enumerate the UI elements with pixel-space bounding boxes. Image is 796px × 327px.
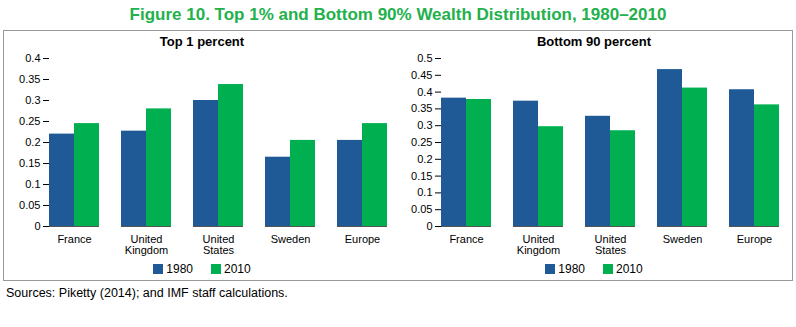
svg-text:UnitedStates: UnitedStates (595, 233, 627, 256)
svg-text:UnitedKingdom: UnitedKingdom (517, 233, 560, 256)
html-text:1980: 1980 (166, 262, 193, 276)
svg-text:Sweden: Sweden (663, 233, 703, 245)
svg-text:0.2: 0.2 (417, 153, 432, 165)
svg-text:0.35: 0.35 (411, 102, 432, 114)
html-text:1980: 1980 (558, 262, 585, 276)
html-text:2010: 2010 (616, 262, 643, 276)
svg-text:0.25: 0.25 (19, 115, 40, 127)
svg-text:0.4: 0.4 (25, 52, 40, 64)
svg-text:UnitedStates: UnitedStates (203, 233, 235, 256)
svg-text:0.5: 0.5 (417, 52, 432, 64)
svg-text:Europe: Europe (345, 233, 380, 245)
svg-text:UnitedKingdom: UnitedKingdom (125, 233, 168, 256)
svg-text:0.1: 0.1 (417, 186, 432, 198)
svg-text:0.35: 0.35 (19, 73, 40, 85)
svg-text:0.05: 0.05 (411, 203, 432, 215)
svg-text:0.3: 0.3 (417, 119, 432, 131)
svg-text:0.15: 0.15 (411, 170, 432, 182)
svg-text:France: France (57, 233, 91, 245)
html-text:Bottom 90 percent: Bottom 90 percent (536, 34, 652, 49)
svg-text:0.45: 0.45 (411, 69, 432, 81)
svg-text:0: 0 (34, 220, 40, 232)
svg-text:0.15: 0.15 (19, 157, 40, 169)
svg-text:0: 0 (426, 220, 432, 232)
html-text:Sources: Piketty (2014); and I: Sources: Piketty (2014); and IMF staff c… (6, 286, 288, 300)
svg-text:0.3: 0.3 (25, 94, 40, 106)
svg-text:0.25: 0.25 (411, 136, 432, 148)
svg-text:Sweden: Sweden (271, 233, 311, 245)
html-text:Figure 10. Top 1% and Bottom 9: Figure 10. Top 1% and Bottom 90% Wealth … (129, 5, 667, 24)
svg-text:0.1: 0.1 (25, 178, 40, 190)
svg-text:0.4: 0.4 (417, 86, 432, 98)
svg-text:0.05: 0.05 (19, 199, 40, 211)
html-text:Top 1 percent: Top 1 percent (159, 34, 245, 49)
svg-text:0.2: 0.2 (25, 136, 40, 148)
svg-text:France: France (449, 233, 483, 245)
svg-text:Europe: Europe (737, 233, 772, 245)
html-text:2010: 2010 (224, 262, 251, 276)
